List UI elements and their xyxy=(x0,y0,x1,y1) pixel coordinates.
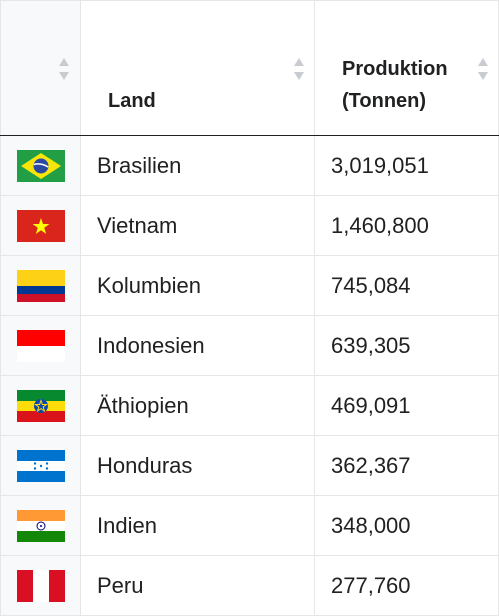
flag-cell xyxy=(0,555,81,616)
land-cell: Äthiopien xyxy=(80,375,315,436)
column-header-produktion-unit: (Tonnen) xyxy=(342,90,427,112)
column-header-produktion[interactable]: Produktion (Tonnen) xyxy=(314,0,499,136)
table-row: Kolumbien 745,084 xyxy=(0,255,499,316)
flag-cell xyxy=(0,135,81,196)
land-cell: Kolumbien xyxy=(80,255,315,316)
produktion-cell: 1,460,800 xyxy=(314,195,499,256)
land-cell: Indonesien xyxy=(80,315,315,376)
column-header-land-label: Land xyxy=(108,90,156,112)
ethiopia-flag-icon xyxy=(16,389,65,422)
colombia-flag-icon xyxy=(16,269,65,302)
table-row: Vietnam 1,460,800 xyxy=(0,195,499,256)
vietnam-flag-icon xyxy=(16,209,65,242)
flag-cell xyxy=(0,195,81,256)
produktion-cell: 639,305 xyxy=(314,315,499,376)
indonesia-flag-icon xyxy=(16,329,65,362)
table-header-row: Land Produktion (Tonnen) xyxy=(0,0,499,136)
table-row: Äthiopien 469,091 xyxy=(0,375,499,436)
column-header-flag[interactable] xyxy=(0,0,81,136)
sort-arrows-icon[interactable] xyxy=(59,58,69,80)
sort-arrows-icon[interactable] xyxy=(478,58,488,80)
produktion-cell: 469,091 xyxy=(314,375,499,436)
land-cell: Honduras xyxy=(80,435,315,496)
land-cell: Brasilien xyxy=(80,135,315,196)
flag-cell xyxy=(0,375,81,436)
land-cell: Vietnam xyxy=(80,195,315,256)
flag-cell xyxy=(0,435,81,496)
india-flag-icon xyxy=(16,509,65,542)
produktion-cell: 277,760 xyxy=(314,555,499,616)
column-header-produktion-label: Produktion xyxy=(342,58,448,80)
produktion-cell: 348,000 xyxy=(314,495,499,556)
flag-cell xyxy=(0,315,81,376)
flag-cell xyxy=(0,495,81,556)
table-row: Indien 348,000 xyxy=(0,495,499,556)
table-row: Brasilien 3,019,051 xyxy=(0,135,499,196)
table-row: Honduras 362,367 xyxy=(0,435,499,496)
land-cell: Indien xyxy=(80,495,315,556)
produktion-cell: 745,084 xyxy=(314,255,499,316)
column-header-land[interactable]: Land xyxy=(80,0,315,136)
peru-flag-icon xyxy=(16,569,65,602)
flag-cell xyxy=(0,255,81,316)
brazil-flag-icon xyxy=(16,149,65,182)
sort-arrows-icon[interactable] xyxy=(294,58,304,80)
honduras-flag-icon xyxy=(16,449,65,482)
land-cell: Peru xyxy=(80,555,315,616)
produktion-cell: 362,367 xyxy=(314,435,499,496)
table-row: Indonesien 639,305 xyxy=(0,315,499,376)
table-row: Peru 277,760 xyxy=(0,555,499,616)
produktion-cell: 3,019,051 xyxy=(314,135,499,196)
